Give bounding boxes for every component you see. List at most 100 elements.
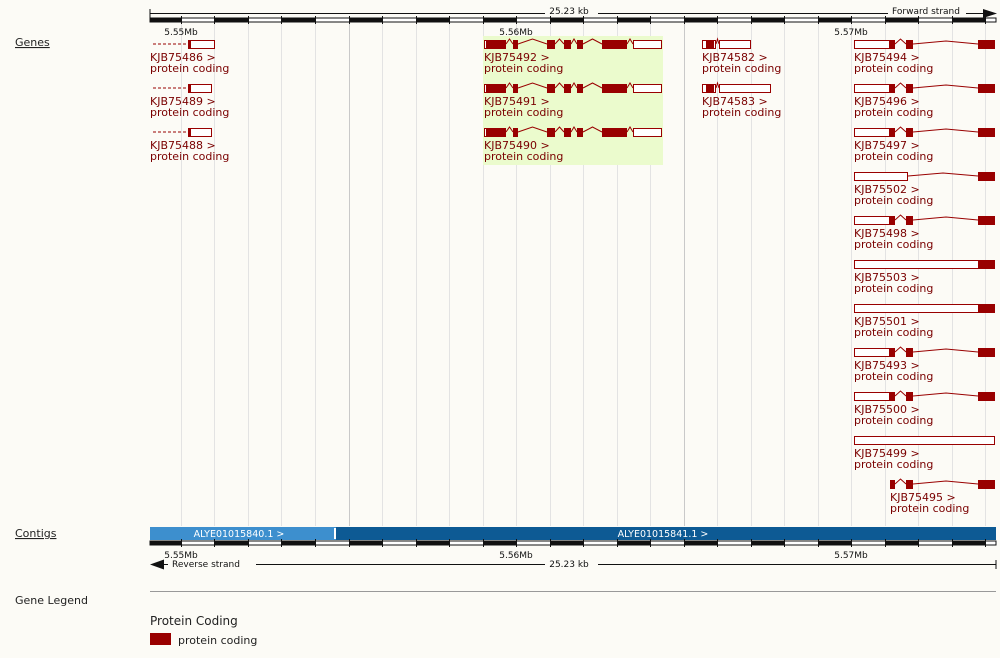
bottom-tick-3: 5.57Mb [834, 551, 868, 561]
utr [854, 260, 979, 269]
utr [854, 128, 895, 137]
exon [602, 40, 627, 49]
gene-legend-label: Gene Legend [15, 594, 88, 607]
gene-feature[interactable]: KJB75497 >protein coding [854, 126, 995, 163]
gene-feature[interactable]: KJB75488 >protein coding [150, 128, 229, 163]
utr [854, 84, 895, 93]
ruler-segment [818, 541, 851, 545]
bottom-tick-1: 5.55Mb [164, 551, 198, 561]
intron [894, 478, 907, 485]
gene-biotype-label: protein coding [854, 194, 933, 207]
gene-name-label: KJB75491 > [484, 95, 550, 108]
contig-bar-1[interactable] [150, 527, 336, 540]
gene-biotype-label: protein coding [854, 62, 933, 75]
top-ruler [149, 16, 997, 24]
exon [906, 84, 913, 93]
intron [582, 126, 603, 133]
ruler-segment [150, 541, 181, 545]
gene-name-label: KJB75499 > [854, 447, 920, 460]
utr [854, 172, 908, 181]
bottom-tick-2: 5.56Mb [499, 551, 533, 561]
exon [577, 84, 583, 93]
ruler-segment [885, 541, 918, 545]
utr [188, 40, 215, 49]
contig-bar-2[interactable] [336, 527, 996, 540]
gene-name-label: KJB75488 > [150, 139, 216, 152]
ruler-segment [550, 18, 583, 22]
intron [505, 38, 514, 45]
gene-biotype-label: protein coding [854, 414, 933, 427]
exon [978, 304, 995, 313]
gene-feature[interactable]: KJB75503 >protein coding [854, 260, 995, 295]
forward-strand-label: Forward strand [892, 7, 960, 17]
ruler-segment [416, 541, 449, 545]
gene-name-label: KJB75486 > [150, 51, 216, 64]
gene-feature[interactable]: KJB75493 >protein coding [854, 346, 995, 383]
intron [582, 38, 603, 45]
exon [484, 84, 506, 93]
intron [894, 126, 907, 133]
gene-highlight [483, 36, 663, 165]
gene-biotype-label: protein coding [484, 106, 563, 119]
gene-feature[interactable]: KJB75495 >protein coding [890, 478, 995, 515]
gene-feature[interactable]: KJB74582 >protein coding [702, 37, 781, 75]
top-tick-1: 5.55Mb [164, 28, 198, 38]
exon [889, 216, 895, 225]
legend-item-label: protein coding [178, 634, 257, 647]
exon [889, 392, 895, 401]
top-scale-length: 25.23 kb [549, 7, 589, 17]
intron [554, 38, 565, 45]
gene-feature[interactable]: KJB75500 >protein coding [854, 390, 995, 427]
gene-feature[interactable]: KJB75491 >protein coding [484, 82, 662, 119]
reverse-arrow-icon [150, 559, 164, 570]
exon [906, 128, 913, 137]
gene-feature[interactable]: KJB75498 >protein coding [854, 214, 995, 251]
gene-biotype-label: protein coding [854, 458, 933, 471]
ruler-segment [617, 18, 650, 22]
utr [719, 84, 771, 93]
ruler-segment [349, 541, 382, 545]
gene-name-label: KJB75495 > [890, 491, 956, 504]
gene-biotype-label: protein coding [150, 106, 229, 119]
bottom-scale-bar: 5.55Mb 5.56Mb 5.57Mb Reverse strand 25.2… [149, 539, 997, 570]
intron [626, 38, 634, 45]
intron [517, 38, 548, 45]
exon [889, 84, 895, 93]
gene-feature[interactable]: KJB74583 >protein coding [702, 81, 781, 119]
gene-feature[interactable]: KJB75501 >protein coding [854, 304, 995, 339]
exon [889, 40, 895, 49]
intron [505, 82, 514, 89]
utr [854, 348, 895, 357]
gene-biotype-label: protein coding [890, 502, 969, 515]
exon [889, 128, 895, 137]
gene-feature[interactable]: KJB75502 >protein coding [854, 172, 995, 207]
intron [912, 40, 979, 45]
utr [484, 40, 487, 49]
genes-track-label[interactable]: Genes [15, 36, 50, 49]
intron [554, 126, 565, 133]
gene-feature[interactable]: KJB75490 >protein coding [484, 126, 662, 163]
utr [854, 304, 979, 313]
ruler-segment [214, 541, 248, 545]
exon [188, 128, 191, 137]
exon [547, 128, 555, 137]
gene-feature[interactable]: KJB75489 >protein coding [150, 84, 229, 119]
contigs-track-label[interactable]: Contigs [15, 527, 57, 540]
gene-name-label: KJB75498 > [854, 227, 920, 240]
ruler-segment [751, 541, 784, 545]
gene-feature[interactable]: KJB75496 >protein coding [854, 82, 995, 119]
gene-feature[interactable]: KJB75499 >protein coding [854, 436, 995, 472]
contig-label-1: ALYE01015840.1 > [194, 529, 285, 540]
gene-feature[interactable]: KJB75492 >protein coding [484, 38, 662, 75]
gene-feature[interactable]: KJB75486 >protein coding [150, 40, 229, 75]
ruler-segment [281, 541, 315, 545]
intron [894, 214, 907, 221]
gene-feature[interactable]: KJB75494 >protein coding [854, 38, 995, 75]
exon [978, 480, 995, 489]
gene-biotype-label: protein coding [854, 150, 933, 163]
legend-heading: Protein Coding [150, 614, 238, 628]
gene-name-label: KJB75501 > [854, 315, 920, 328]
exon [906, 348, 913, 357]
